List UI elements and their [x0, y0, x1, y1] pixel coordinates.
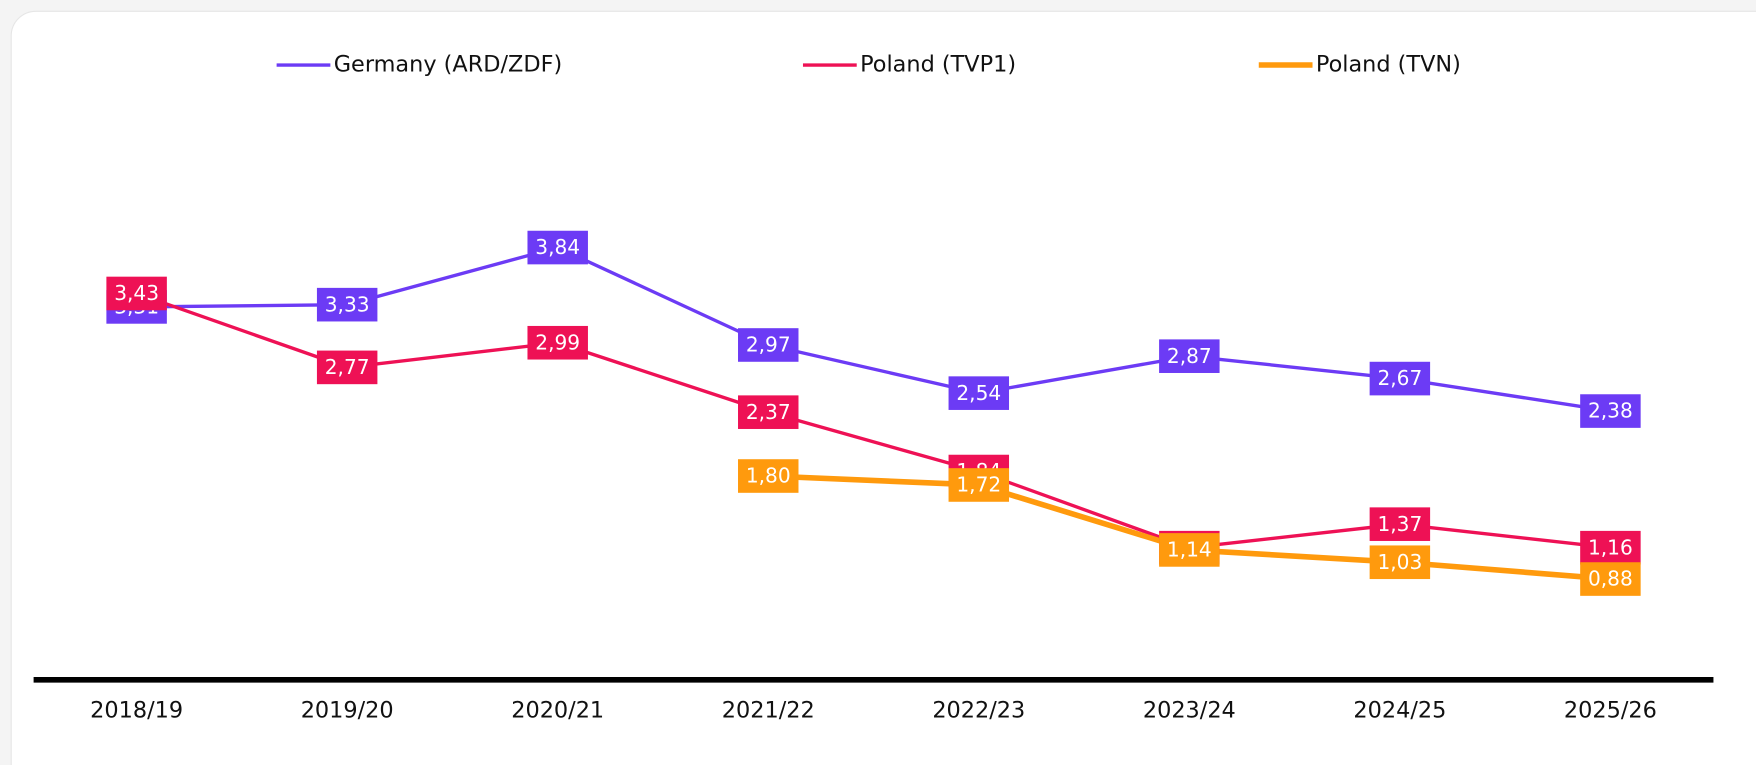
series-line — [136, 291, 1611, 550]
x-tick-label: 2020/21 — [511, 698, 604, 724]
card — [10, 10, 1756, 765]
value-label: 1,72 — [956, 473, 1001, 497]
value-label-box — [316, 287, 378, 322]
value-label: 2,97 — [746, 333, 791, 357]
value-label-box — [738, 328, 799, 362]
value-label-box — [1580, 562, 1641, 596]
value-label: 1,03 — [1377, 550, 1422, 574]
value-label-box — [527, 325, 588, 360]
value-label: 1,16 — [1588, 535, 1633, 559]
value-label: 1,80 — [746, 464, 791, 488]
x-tick-label: 2019/20 — [301, 698, 394, 724]
value-label: 2,37 — [746, 400, 791, 424]
legend-label: Germany (ARD/ZDF) — [334, 52, 562, 78]
value-label-box — [1369, 361, 1431, 396]
value-label-box — [527, 230, 588, 265]
value-label: 2,77 — [325, 355, 370, 379]
value-label-box — [738, 459, 799, 493]
legend-label: Poland (TVP1) — [860, 52, 1016, 78]
legend-label: Poland (TVN) — [1316, 52, 1461, 78]
value-label: 2,87 — [1167, 344, 1212, 368]
value-label-box — [738, 395, 799, 429]
value-label: 3,43 — [114, 281, 159, 305]
value-label-box — [106, 276, 167, 311]
value-label: 2,67 — [1377, 366, 1422, 390]
x-tick-label: 2018/19 — [90, 698, 183, 724]
value-label-box — [316, 350, 378, 385]
value-label: 3,84 — [535, 235, 580, 259]
value-label: 3,33 — [325, 292, 370, 316]
value-label: 2,99 — [535, 330, 580, 354]
value-label-box — [1159, 533, 1220, 567]
value-label-box — [1369, 545, 1431, 580]
value-label: 1,14 — [1167, 538, 1212, 562]
value-label-box — [1580, 530, 1641, 565]
value-label-box — [1369, 507, 1431, 541]
value-label: 2,54 — [956, 381, 1001, 405]
x-tick-label: 2024/25 — [1353, 698, 1446, 724]
value-label-box — [1159, 339, 1220, 373]
x-tick-label: 2022/23 — [932, 698, 1025, 724]
value-label: 2,38 — [1588, 399, 1633, 423]
x-tick-label: 2023/24 — [1143, 698, 1236, 724]
series-line — [136, 245, 1611, 413]
x-tick-label: 2025/26 — [1564, 698, 1657, 724]
value-label-box — [948, 468, 1010, 502]
value-label: 0,88 — [1588, 567, 1633, 591]
x-tick-label: 2021/22 — [722, 698, 815, 724]
value-label-box — [1580, 394, 1641, 428]
value-label-box — [948, 376, 1010, 410]
value-label: 1,37 — [1377, 512, 1422, 536]
